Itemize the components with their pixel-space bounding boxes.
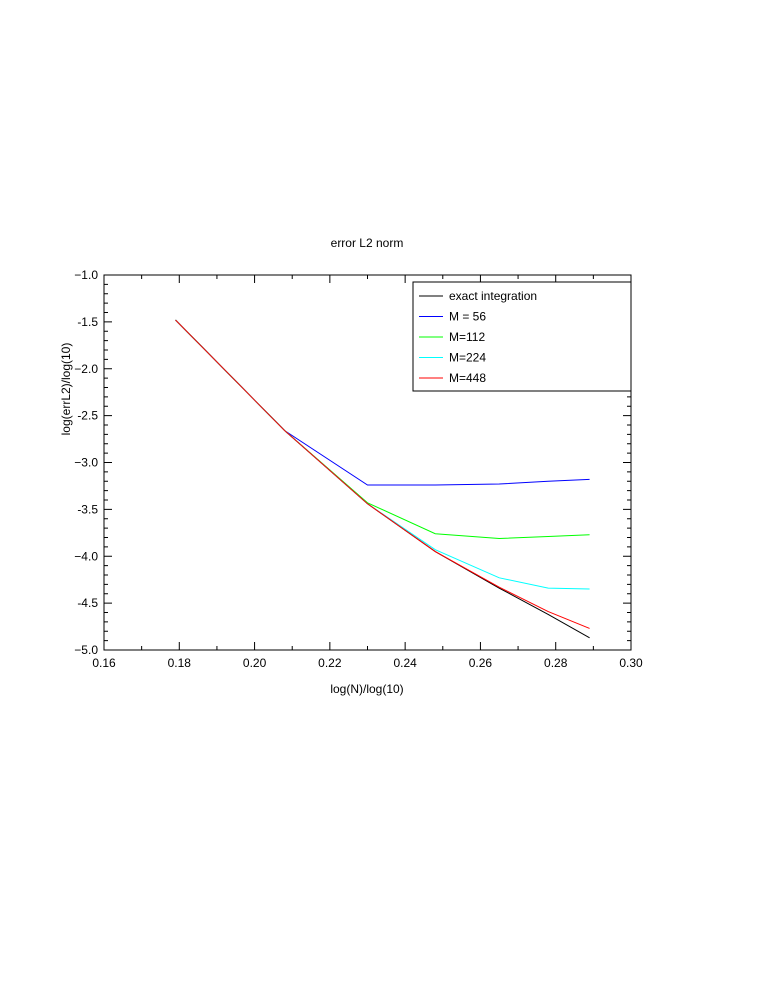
y-tick-label: -3.5 bbox=[77, 502, 98, 516]
y-tick-label: −5.0 bbox=[74, 643, 98, 657]
y-tick-label: −3.0 bbox=[74, 456, 98, 470]
legend-label: M = 56 bbox=[449, 310, 486, 324]
x-tick-label: 0.20 bbox=[243, 656, 267, 670]
y-tick-label: -2.5 bbox=[77, 409, 98, 423]
x-tick-label: 0.22 bbox=[318, 656, 342, 670]
legend-label: M=224 bbox=[449, 351, 486, 365]
chart-title: error L2 norm bbox=[331, 236, 404, 250]
legend-label: M=112 bbox=[449, 330, 485, 344]
x-tick-label: 0.24 bbox=[393, 656, 417, 670]
x-tick-label: 0.18 bbox=[168, 656, 192, 670]
legend-items: exact integration M = 56 M=112 M=224 M=448 bbox=[419, 289, 537, 385]
x-tick-label: 0.16 bbox=[92, 656, 116, 670]
y-tick-label: -1.5 bbox=[77, 315, 98, 329]
x-tick-label: 0.30 bbox=[619, 656, 643, 670]
axis-ticks: 0.16 0.18 0.20 0.22 0.24 0.26 0.28 0.30 −1.0 -1.5… bbox=[74, 268, 643, 670]
x-tick-label: 0.26 bbox=[469, 656, 493, 670]
legend-label: M=448 bbox=[449, 371, 486, 385]
x-axis-label: log(N)/log(10) bbox=[330, 682, 403, 696]
series-lines bbox=[175, 319, 590, 639]
legend: exact integration M = 56 M=112 M=224 M=448 bbox=[412, 281, 632, 392]
y-tick-label: −4.0 bbox=[74, 549, 98, 563]
x-tick-label: 0.28 bbox=[544, 656, 568, 670]
y-tick-label: −1.0 bbox=[74, 268, 98, 282]
legend-label: exact integration bbox=[449, 289, 537, 303]
y-tick-label: −2.0 bbox=[74, 362, 98, 376]
y-tick-label: -4.5 bbox=[77, 596, 98, 610]
y-axis-label: log(errL2)/log(10) bbox=[59, 343, 73, 436]
series-line-5 bbox=[175, 319, 590, 629]
legend-box bbox=[412, 281, 632, 392]
